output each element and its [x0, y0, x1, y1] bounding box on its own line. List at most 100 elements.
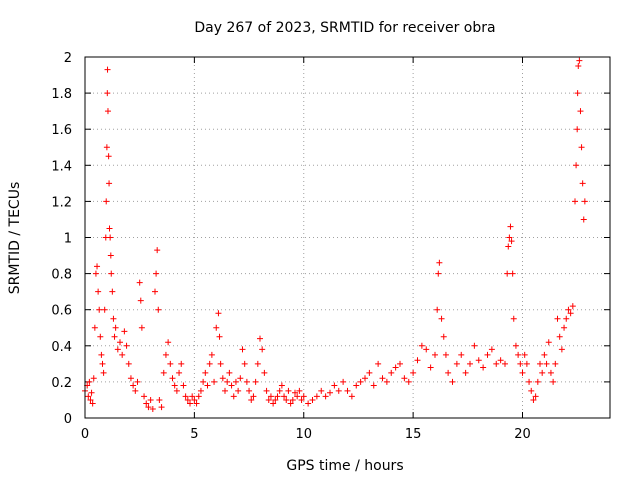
- data-point: [153, 270, 160, 277]
- y-tick-label: 1.2: [51, 195, 72, 210]
- data-point: [108, 270, 115, 277]
- data-point: [252, 378, 259, 385]
- data-point: [104, 66, 111, 73]
- data-point: [216, 333, 223, 340]
- data-point: [318, 387, 325, 394]
- data-point: [130, 382, 137, 389]
- data-point: [517, 360, 524, 367]
- data-point: [344, 387, 351, 394]
- grid-layer: [85, 57, 610, 418]
- data-point: [232, 378, 239, 385]
- data-point: [246, 387, 253, 394]
- data-point: [103, 144, 110, 151]
- data-point: [348, 393, 355, 400]
- data-point: [267, 393, 274, 400]
- data-point: [184, 396, 191, 403]
- data-point: [427, 364, 434, 371]
- data-point: [502, 360, 508, 367]
- data-point: [222, 387, 228, 394]
- data-point: [107, 252, 114, 259]
- data-point: [123, 342, 130, 349]
- data-point: [471, 342, 478, 349]
- data-point: [565, 306, 572, 313]
- data-point: [475, 357, 482, 364]
- data-point: [283, 396, 290, 403]
- y-tick-label: 2: [64, 51, 72, 66]
- data-point: [497, 357, 504, 364]
- x-tick-label: 5: [190, 427, 198, 442]
- data-point: [449, 378, 456, 385]
- data-point: [462, 369, 469, 376]
- data-point: [91, 324, 98, 331]
- data-point: [375, 360, 382, 367]
- data-point: [480, 364, 487, 371]
- data-point: [106, 180, 113, 187]
- data-point: [92, 270, 99, 277]
- data-point: [101, 306, 108, 313]
- data-point: [281, 393, 288, 400]
- data-point: [100, 369, 107, 376]
- data-point: [272, 396, 279, 403]
- data-point: [379, 375, 386, 382]
- data-point: [298, 396, 305, 403]
- data-point: [202, 369, 209, 376]
- data-point: [167, 360, 174, 367]
- data-point: [180, 382, 187, 389]
- data-point: [217, 360, 224, 367]
- data-point: [134, 378, 141, 385]
- data-point: [85, 393, 92, 400]
- data-point: [442, 351, 449, 358]
- data-point: [90, 375, 97, 382]
- data-point: [340, 378, 347, 385]
- data-point: [410, 369, 417, 376]
- data-point: [534, 378, 541, 385]
- data-point: [112, 324, 119, 331]
- data-point: [512, 342, 519, 349]
- data-point: [95, 288, 102, 295]
- data-point: [243, 378, 250, 385]
- data-point: [173, 387, 180, 394]
- data-point: [187, 400, 193, 407]
- data-point: [165, 339, 172, 346]
- data-point: [577, 108, 584, 115]
- data-point: [574, 90, 581, 97]
- data-point: [241, 360, 248, 367]
- data-point: [541, 351, 548, 358]
- data-point: [276, 387, 283, 394]
- plot-frame: [84, 56, 611, 419]
- data-point: [127, 375, 134, 382]
- data-point: [193, 400, 200, 407]
- data-point: [215, 310, 222, 317]
- data-point: [182, 393, 189, 400]
- data-point: [578, 144, 585, 151]
- data-point: [248, 396, 255, 403]
- data-point: [103, 198, 110, 205]
- data-point: [292, 389, 298, 396]
- data-point: [440, 333, 447, 340]
- data-point: [552, 360, 559, 367]
- data-point: [107, 234, 114, 241]
- y-tick-label: 1.8: [51, 87, 72, 102]
- data-point: [335, 387, 342, 394]
- data-point: [543, 360, 550, 367]
- data-point: [567, 310, 574, 317]
- data-point: [257, 335, 263, 342]
- data-point: [106, 225, 113, 232]
- data-point: [105, 153, 112, 160]
- data-point: [285, 387, 292, 394]
- data-point: [581, 198, 588, 205]
- data-point: [576, 57, 583, 64]
- data-point: [521, 351, 528, 358]
- data-point: [138, 324, 145, 331]
- data-point: [235, 387, 242, 394]
- x-tick-label: 20: [514, 427, 531, 442]
- data-point: [147, 396, 154, 403]
- data-point: [515, 351, 522, 358]
- y-tick-label: 0.6: [51, 304, 72, 319]
- data-point: [554, 315, 561, 322]
- x-axis-label: GPS time / hours: [286, 458, 403, 474]
- data-point: [239, 346, 246, 353]
- data-point: [484, 351, 491, 358]
- y-tick-label: 1.6: [51, 123, 72, 138]
